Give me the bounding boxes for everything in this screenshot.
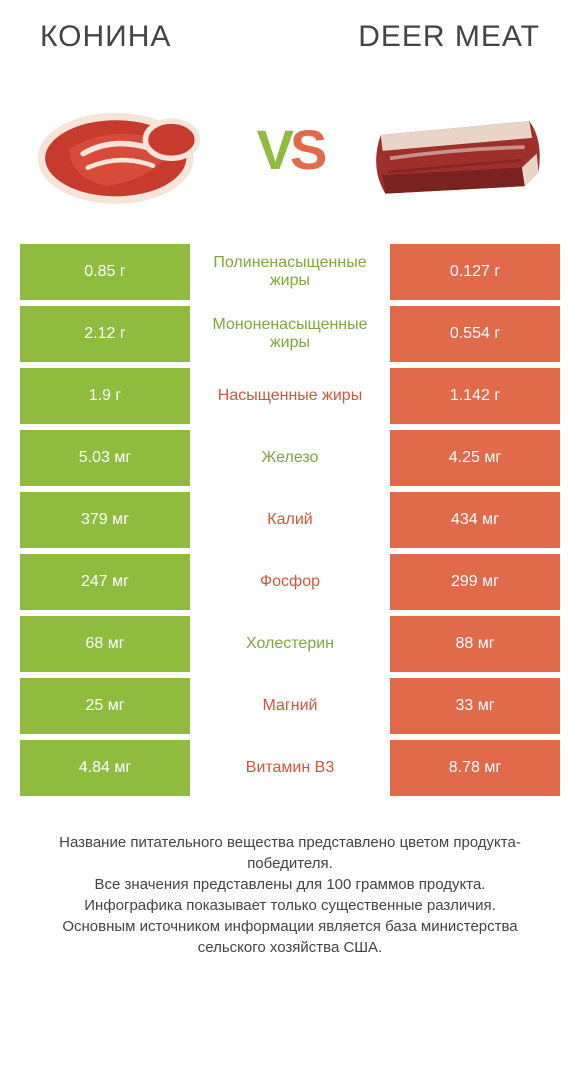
footer-line: Инфографика показывает только существенн…	[30, 895, 550, 916]
nutrient-label: Полиненасыщенные жиры	[190, 244, 390, 300]
footer-line: Название питательного вещества представл…	[30, 832, 550, 874]
table-row: 0.85 гПолиненасыщенные жиры0.127 г	[20, 244, 560, 306]
table-row: 5.03 мгЖелезо4.25 мг	[20, 430, 560, 492]
title-left: КОНИНА	[40, 20, 171, 54]
nutrient-label: Фосфор	[190, 554, 390, 610]
vs-v: V	[257, 118, 290, 181]
value-right: 434 мг	[390, 492, 560, 548]
table-row: 1.9 гНасыщенные жиры1.142 г	[20, 368, 560, 430]
nutrition-table: 0.85 гПолиненасыщенные жиры0.127 г2.12 г…	[20, 244, 560, 802]
table-row: 68 мгХолестерин88 мг	[20, 616, 560, 678]
nutrient-label: Насыщенные жиры	[190, 368, 390, 424]
footer-line: Основным источником информации является …	[30, 916, 550, 958]
infographic-page: КОНИНА DEER MEAT VS 0.85 гПолиненасыщенн…	[0, 0, 580, 958]
nutrient-label: Витамин B3	[190, 740, 390, 796]
value-left: 2.12 г	[20, 306, 190, 362]
footer-notes: Название питательного вещества представл…	[30, 832, 550, 958]
value-left: 0.85 г	[20, 244, 190, 300]
value-right: 33 мг	[390, 678, 560, 734]
value-right: 299 мг	[390, 554, 560, 610]
value-right: 88 мг	[390, 616, 560, 672]
table-row: 379 мгКалий434 мг	[20, 492, 560, 554]
header: КОНИНА DEER MEAT	[0, 0, 580, 64]
value-left: 1.9 г	[20, 368, 190, 424]
table-row: 247 мгФосфор299 мг	[20, 554, 560, 616]
value-right: 1.142 г	[390, 368, 560, 424]
value-right: 0.554 г	[390, 306, 560, 362]
deer-meat-icon	[360, 84, 550, 214]
nutrient-label: Мононенасыщенные жиры	[190, 306, 390, 362]
table-row: 2.12 гМононенасыщенные жиры0.554 г	[20, 306, 560, 368]
vs-s: S	[290, 118, 323, 181]
vs-label: VS	[257, 117, 324, 182]
value-right: 8.78 мг	[390, 740, 560, 796]
nutrient-label: Калий	[190, 492, 390, 548]
value-left: 379 мг	[20, 492, 190, 548]
footer-line: Все значения представлены для 100 граммо…	[30, 874, 550, 895]
value-right: 0.127 г	[390, 244, 560, 300]
value-left: 4.84 мг	[20, 740, 190, 796]
nutrient-label: Магний	[190, 678, 390, 734]
horse-meat-icon	[30, 84, 220, 214]
value-left: 68 мг	[20, 616, 190, 672]
hero-row: VS	[0, 64, 580, 244]
nutrient-label: Железо	[190, 430, 390, 486]
value-right: 4.25 мг	[390, 430, 560, 486]
table-row: 25 мгМагний33 мг	[20, 678, 560, 740]
table-row: 4.84 мгВитамин B38.78 мг	[20, 740, 560, 802]
title-right: DEER MEAT	[358, 20, 540, 54]
value-left: 25 мг	[20, 678, 190, 734]
value-left: 5.03 мг	[20, 430, 190, 486]
value-left: 247 мг	[20, 554, 190, 610]
nutrient-label: Холестерин	[190, 616, 390, 672]
